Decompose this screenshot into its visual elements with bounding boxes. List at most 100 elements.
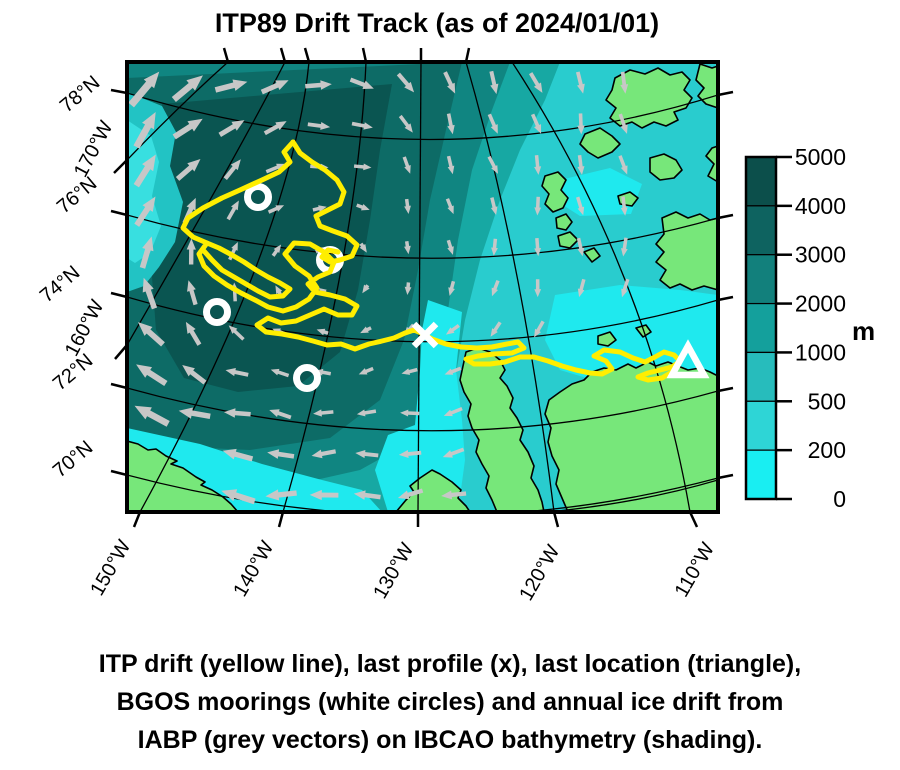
ice-vector-head	[313, 409, 322, 417]
island-b2	[555, 213, 573, 231]
ice-vector-head	[355, 449, 366, 459]
ice-vector-head	[362, 284, 370, 294]
ice-vector	[446, 239, 454, 255]
ice-vector-head	[311, 449, 323, 459]
ice-vector	[356, 203, 370, 211]
ice-vector	[178, 407, 211, 420]
ice-vector-head	[577, 166, 585, 175]
ice-vector	[397, 488, 424, 500]
ice-vector	[448, 280, 456, 296]
ice-vector	[223, 408, 251, 418]
ice-vector-head	[309, 489, 322, 501]
lat-label: 160°W	[61, 296, 109, 360]
map-tick	[110, 291, 128, 299]
map-tick	[552, 511, 560, 528]
ice-vector-head	[577, 247, 585, 257]
ice-vector	[313, 409, 334, 417]
ice-vector-head	[318, 205, 327, 212]
ice-vector	[577, 154, 585, 175]
ice-vector-head	[447, 205, 454, 215]
ice-vector-head	[534, 207, 542, 216]
ice-vector	[222, 448, 254, 462]
ice-vector-head	[353, 490, 366, 500]
ice-vector	[575, 71, 585, 94]
colorbar-segment	[745, 205, 777, 256]
ice-vector-head	[490, 83, 499, 95]
ice-drift-vectors	[128, 70, 630, 505]
mooring-circle	[203, 298, 231, 326]
banks-island	[459, 347, 545, 512]
ice-vector	[269, 409, 292, 420]
ice-vector-head	[404, 81, 415, 93]
ice-vector-head	[404, 123, 413, 133]
colorbar-tick-label: 1000	[795, 339, 846, 365]
ice-vector-head	[363, 163, 372, 171]
lon-label: 150°W	[86, 536, 135, 599]
ice-vector	[128, 71, 160, 108]
ice-vector-head	[142, 236, 154, 252]
ice-vector-head	[445, 327, 455, 335]
ice-vector-head	[360, 326, 369, 334]
ice-vector-head	[221, 489, 238, 502]
ice-vector-head	[621, 288, 628, 298]
ice-vector-head	[265, 489, 280, 501]
map-tick	[717, 213, 734, 220]
ice-vector	[445, 324, 460, 335]
figure-caption: ITP drift (yellow line), last profile (x…	[0, 645, 900, 759]
ice-vector	[356, 409, 377, 417]
map-tick	[113, 159, 128, 174]
ice-vector-head	[363, 122, 373, 130]
ice-vector	[445, 198, 454, 215]
ice-vector-head	[361, 203, 370, 211]
ice-vector	[133, 112, 156, 149]
map-tick	[110, 209, 128, 217]
map-tick	[717, 295, 734, 302]
lat-label: 74°N	[36, 262, 84, 308]
ice-vector	[171, 75, 203, 102]
map-frame	[125, 60, 720, 514]
ice-vector-head	[447, 82, 456, 94]
mooring-circle	[244, 183, 272, 211]
ice-vector-head	[356, 409, 366, 417]
ice-vector	[309, 489, 339, 501]
ice-vector	[401, 367, 418, 375]
island-e	[557, 231, 579, 249]
ice-vector-head	[534, 166, 542, 175]
ice-vector-head	[534, 247, 542, 257]
ice-vector	[360, 326, 372, 334]
ice-vector-head	[228, 325, 238, 334]
islet-1	[597, 331, 617, 347]
ice-vector-head	[620, 207, 628, 216]
lat-label: 78°N	[56, 72, 104, 118]
ice-vector	[353, 163, 372, 171]
map-tick	[717, 473, 734, 480]
colorbar-tick-label: 4000	[795, 193, 846, 219]
ice-vector-head	[447, 246, 454, 255]
map-tick	[279, 47, 287, 63]
ice-vector	[316, 328, 329, 336]
lon-label: 110°W	[671, 539, 719, 601]
victoria-island	[544, 361, 718, 512]
ice-vector	[404, 240, 411, 255]
lon-label: 130°W	[369, 539, 418, 602]
map-tick	[110, 382, 128, 390]
colorbar-tick-label: 5000	[795, 144, 846, 170]
ice-vector	[441, 490, 467, 500]
meridian-150W	[139, 62, 310, 512]
ice-vector-head	[443, 409, 453, 417]
ice-vector	[139, 236, 154, 269]
ice-vector-head	[136, 364, 153, 378]
colorbar-outline	[744, 155, 778, 501]
ice-vector-head	[534, 289, 542, 298]
ice-vector-head	[316, 328, 326, 336]
ice-vector-head	[187, 280, 196, 292]
ice-vector-head	[444, 368, 454, 375]
ice-vector-head	[404, 205, 411, 214]
ice-vector	[621, 278, 630, 298]
ice-vector	[528, 72, 543, 93]
ice-vector-head	[232, 79, 248, 91]
ice-vector	[270, 368, 290, 378]
ice-vector	[182, 364, 207, 385]
